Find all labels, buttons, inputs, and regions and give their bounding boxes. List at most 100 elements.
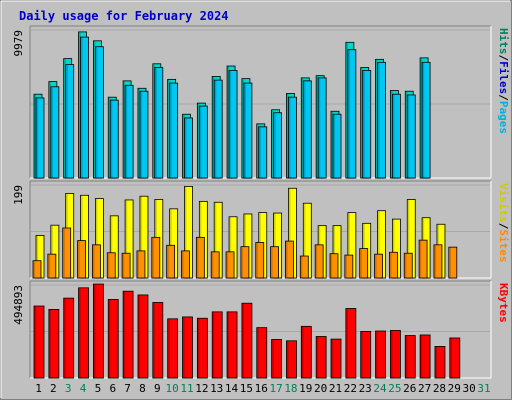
bar-shade-sites-day-24 bbox=[375, 254, 377, 278]
legend-top: Hits/Files/Pages bbox=[497, 28, 510, 134]
bar-shade-hits-day-14 bbox=[227, 66, 230, 178]
bar-kbytes-day-25 bbox=[389, 330, 401, 379]
day-label-29: 29 bbox=[448, 382, 461, 395]
bar-shade-visits-day-11 bbox=[185, 186, 187, 278]
day-label-11: 11 bbox=[180, 382, 193, 395]
bar-shade-files-day-26 bbox=[407, 95, 410, 178]
bar-files-day-23 bbox=[362, 70, 372, 179]
bar-shade-hits-day-4 bbox=[79, 32, 81, 178]
bar-kbytes-day-15 bbox=[241, 302, 253, 379]
bar-kbytes-day-3 bbox=[63, 297, 75, 379]
bar-shade-visits-day-6 bbox=[110, 216, 113, 278]
bar-shade-kbytes-day-4 bbox=[79, 288, 81, 378]
bar-sites-day-28 bbox=[433, 244, 443, 279]
bar-shade-hits-day-24 bbox=[376, 59, 378, 178]
day-label-15: 15 bbox=[240, 382, 253, 395]
bar-files-day-19 bbox=[302, 80, 312, 179]
bar-sites-day-18 bbox=[285, 240, 294, 279]
bar-shade-files-day-23 bbox=[363, 70, 365, 178]
bar-files-day-25 bbox=[391, 93, 401, 179]
bar-files-day-21 bbox=[332, 113, 342, 179]
bar-kbytes-day-5 bbox=[93, 283, 104, 379]
bar-shade-sites-day-11 bbox=[182, 251, 184, 278]
bar-files-day-13 bbox=[213, 79, 223, 179]
bar-sites-day-2 bbox=[47, 253, 57, 279]
bar-shade-hits-day-12 bbox=[197, 103, 200, 178]
bar-sites-day-17 bbox=[270, 246, 280, 279]
bar-sites-day-27 bbox=[418, 239, 428, 279]
day-label-26: 26 bbox=[403, 382, 416, 395]
bar-shade-hits-day-17 bbox=[272, 110, 274, 178]
bar-sites-day-9 bbox=[151, 236, 161, 279]
bar-kbytes-day-17 bbox=[271, 339, 283, 379]
bar-shade-hits-day-16 bbox=[257, 124, 259, 178]
bar-shade-files-day-13 bbox=[214, 80, 217, 178]
bar-shade-kbytes-day-6 bbox=[108, 299, 111, 378]
bar-files-day-2 bbox=[50, 86, 60, 179]
bar-sites-day-14 bbox=[225, 251, 235, 279]
panel-top: 9979 Hits/Files/Pages bbox=[12, 25, 510, 179]
bar-sites-day-21 bbox=[329, 253, 339, 279]
bar-shade-sites-day-6 bbox=[107, 253, 110, 278]
bar-sites-day-4 bbox=[77, 240, 86, 279]
bar-shade-hits-day-18 bbox=[286, 93, 289, 178]
bar-shade-hits-day-9 bbox=[153, 64, 155, 178]
bar-files-day-7 bbox=[124, 84, 134, 179]
legend-item-top-2: Files bbox=[497, 61, 510, 94]
day-label-21: 21 bbox=[329, 382, 342, 395]
bar-files-day-15 bbox=[243, 82, 253, 179]
bar-shade-sites-day-12 bbox=[196, 237, 199, 278]
day-label-25: 25 bbox=[388, 382, 401, 395]
day-label-5: 5 bbox=[95, 382, 102, 395]
bar-kbytes-day-9 bbox=[152, 302, 164, 379]
bar-shade-hits-day-1 bbox=[34, 94, 37, 178]
day-label-7: 7 bbox=[124, 382, 131, 395]
bar-shade-visits-day-5 bbox=[95, 199, 98, 278]
day-label-27: 27 bbox=[418, 382, 431, 395]
bar-kbytes-day-8 bbox=[137, 294, 149, 379]
legend-item-top-4: Pages bbox=[497, 101, 510, 134]
day-label-9: 9 bbox=[154, 382, 161, 395]
bar-shade-files-day-20 bbox=[318, 78, 321, 178]
bar-shade-kbytes-day-19 bbox=[301, 326, 304, 378]
bar-shade-files-day-2 bbox=[51, 87, 53, 178]
bar-shade-sites-day-2 bbox=[48, 254, 50, 278]
bar-shade-hits-day-22 bbox=[346, 42, 348, 178]
bar-shade-hits-day-7 bbox=[123, 81, 126, 178]
bar-shade-files-day-22 bbox=[348, 50, 350, 178]
bar-sites-day-16 bbox=[255, 242, 265, 279]
bar-shade-files-day-3 bbox=[66, 65, 68, 178]
bar-sites-day-11 bbox=[181, 250, 190, 279]
bar-sites-day-22 bbox=[344, 254, 354, 279]
bar-sites-day-24 bbox=[374, 253, 383, 279]
x-axis-day-labels: 1 2 3 4 5 6 7 8 9 10 11 12 13 14 15 16 17 18 19 20 21 22 23 24 2… bbox=[35, 382, 490, 395]
bar-shade-hits-day-20 bbox=[316, 76, 319, 178]
bar-shade-sites-day-13 bbox=[211, 252, 214, 278]
bar-shade-sites-day-20 bbox=[315, 245, 318, 278]
bar-shade-files-day-10 bbox=[170, 83, 172, 178]
bar-kbytes-day-13 bbox=[211, 311, 223, 379]
bar-shade-hits-day-2 bbox=[49, 82, 51, 178]
legend-item-top-0: Hits bbox=[497, 28, 510, 55]
y-max-label-bot: 494893 bbox=[12, 285, 25, 325]
bar-shade-hits-day-19 bbox=[301, 78, 304, 178]
bar-sites-day-7 bbox=[121, 252, 131, 279]
bar-shade-sites-day-17 bbox=[271, 247, 273, 278]
bar-kbytes-day-4 bbox=[78, 287, 89, 379]
bar-kbytes-day-26 bbox=[404, 335, 416, 379]
legend-item-bot-0: KBytes bbox=[497, 283, 510, 323]
bar-kbytes-day-29 bbox=[449, 337, 461, 379]
bar-shade-kbytes-day-12 bbox=[197, 318, 200, 378]
bar-shade-visits-day-15 bbox=[244, 214, 246, 278]
bar-shade-hits-day-11 bbox=[183, 114, 185, 178]
chart-title: Daily usage for February 2024 bbox=[19, 9, 229, 23]
bar-shade-kbytes-day-29 bbox=[450, 338, 452, 378]
day-label-31: 31 bbox=[477, 382, 490, 395]
bar-shade-hits-day-3 bbox=[64, 59, 66, 178]
bar-shade-visits-day-17 bbox=[274, 213, 276, 278]
bar-kbytes-day-20 bbox=[315, 336, 327, 379]
bar-shade-files-day-7 bbox=[125, 85, 128, 178]
day-label-8: 8 bbox=[139, 382, 146, 395]
bar-files-day-6 bbox=[109, 99, 119, 179]
bar-files-day-16 bbox=[258, 126, 268, 179]
